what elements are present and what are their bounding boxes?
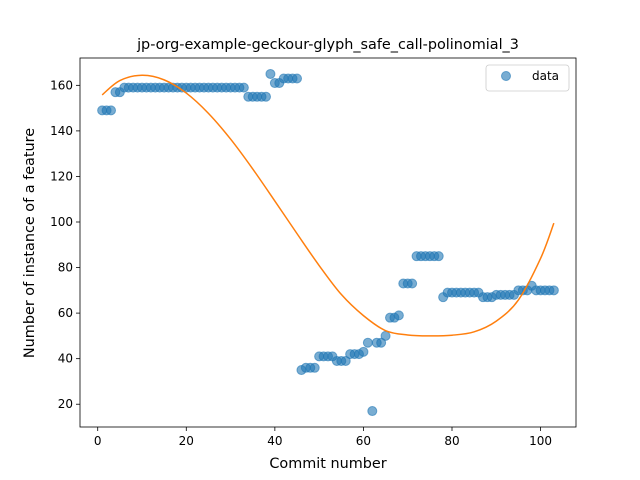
x-tick-label: 40	[267, 434, 282, 448]
data-point	[367, 406, 378, 417]
data-point	[265, 68, 276, 79]
y-tick-label: 140	[50, 124, 73, 138]
chart-title: jp-org-example-geckour-glyph_safe_call-p…	[136, 37, 519, 53]
fit-curve	[101, 74, 555, 337]
y-tick-label: 40	[58, 352, 73, 366]
x-axis-label: Commit number	[269, 456, 386, 472]
data-point	[433, 251, 444, 262]
data-point	[309, 362, 320, 373]
ticks-layer: 0 20 40 60 80 100 20 40 60 80 100 120 140 160	[50, 78, 552, 448]
data-point	[358, 346, 369, 357]
data-point	[376, 337, 387, 348]
data-point	[393, 310, 404, 321]
data-point	[548, 285, 559, 296]
y-tick-label: 80	[58, 261, 73, 275]
plot-frame	[79, 57, 577, 428]
data-point	[380, 330, 391, 341]
y-tick-label: 60	[58, 306, 73, 320]
data-point	[238, 82, 249, 93]
legend-label-data: data	[532, 69, 559, 83]
data-point	[292, 73, 302, 84]
data-point	[340, 355, 351, 366]
x-tick-label: 20	[179, 434, 194, 448]
y-axis-label: Number of instance of a feature	[22, 128, 38, 358]
legend: data	[485, 64, 570, 92]
data-point	[261, 91, 271, 102]
y-tick-label: 160	[50, 78, 73, 92]
x-tick-label: 0	[94, 434, 102, 448]
y-tick-label: 20	[58, 397, 73, 411]
data-point	[362, 337, 373, 348]
data-point	[407, 278, 418, 289]
y-tick-label: 120	[50, 169, 73, 183]
x-tick-label: 80	[444, 434, 459, 448]
x-tick-label: 60	[356, 434, 371, 448]
y-tick-label: 100	[50, 215, 73, 229]
x-tick-label: 100	[529, 434, 552, 448]
data-layer	[97, 68, 559, 417]
data-point	[106, 105, 116, 116]
legend-marker	[501, 71, 511, 81]
